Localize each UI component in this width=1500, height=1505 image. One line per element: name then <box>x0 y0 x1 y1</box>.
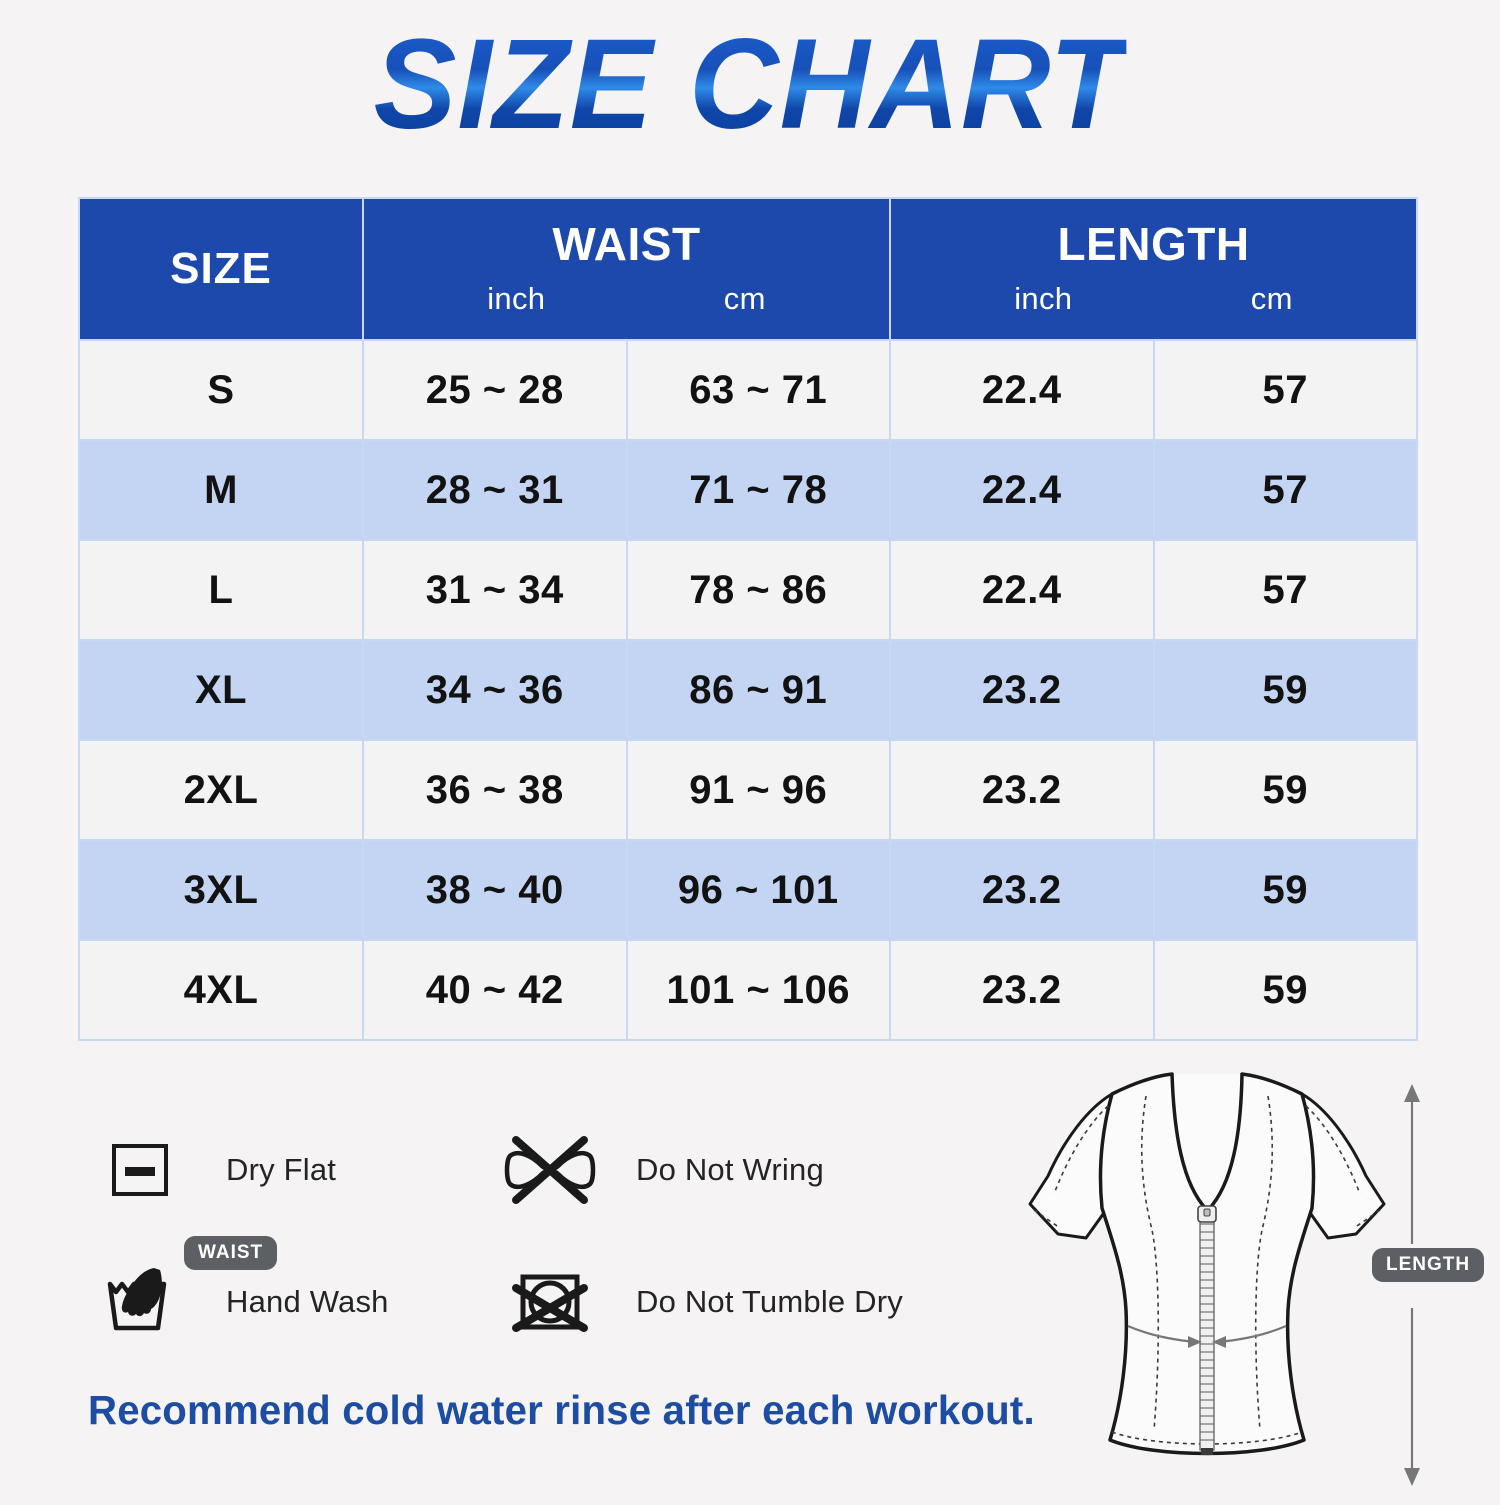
cell-length-cm: 59 <box>1152 739 1418 841</box>
header-unit-length-cm: cm <box>1250 281 1293 316</box>
care-row-2: Hand Wash Do Not Tumble Dry <box>92 1236 972 1368</box>
cell-waist-inch: 38 ~ 40 <box>362 839 628 941</box>
hand-wash-icon <box>92 1266 188 1338</box>
care-item-dry-flat: Dry Flat <box>92 1134 502 1206</box>
table-row: XL 34 ~ 36 86 ~ 91 23.2 59 <box>78 639 1418 741</box>
cell-waist-cm: 63 ~ 71 <box>625 339 891 441</box>
cell-waist-cm: 96 ~ 101 <box>625 839 891 941</box>
cell-length-cm: 57 <box>1152 539 1418 641</box>
table-header: SIZE WAIST inch cm LENGTH inch cm <box>78 197 1418 341</box>
table-row: 3XL 38 ~ 40 96 ~ 101 23.2 59 <box>78 839 1418 941</box>
cell-size: 4XL <box>78 939 364 1041</box>
cell-waist-inch: 25 ~ 28 <box>362 339 628 441</box>
care-label-dry-flat: Dry Flat <box>226 1152 337 1187</box>
cell-length-cm: 59 <box>1152 939 1418 1041</box>
cell-waist-cm: 86 ~ 91 <box>625 639 891 741</box>
size-chart-table: SIZE WAIST inch cm LENGTH inch cm S 25 ~… <box>78 197 1418 1041</box>
table-body: S 25 ~ 28 63 ~ 71 22.4 57 M 28 ~ 31 71 ~… <box>78 339 1418 1041</box>
cell-waist-inch: 28 ~ 31 <box>362 439 628 541</box>
garment-illustration <box>1028 1072 1420 1486</box>
cell-waist-inch: 40 ~ 42 <box>362 939 628 1041</box>
do-not-wring-icon <box>502 1134 598 1206</box>
cell-waist-cm: 101 ~ 106 <box>625 939 891 1041</box>
header-label-waist: WAIST <box>552 218 701 270</box>
recommendation-note: Recommend cold water rinse after each wo… <box>88 1387 1035 1433</box>
care-row-1: Dry Flat Do Not Wring <box>92 1104 972 1236</box>
waist-measure-badge: WAIST <box>184 1236 278 1270</box>
header-group-size: SIZE <box>78 197 364 341</box>
cell-length-inch: 23.2 <box>889 739 1155 841</box>
care-item-do-not-tumble-dry: Do Not Tumble Dry <box>502 1266 903 1338</box>
header-label-size: SIZE <box>170 244 272 293</box>
table-row: 2XL 36 ~ 38 91 ~ 96 23.2 59 <box>78 739 1418 841</box>
cell-size: L <box>78 539 364 641</box>
care-item-hand-wash: Hand Wash <box>92 1266 502 1338</box>
cell-length-cm: 59 <box>1152 839 1418 941</box>
cell-waist-inch: 36 ~ 38 <box>362 739 628 841</box>
cell-length-cm: 57 <box>1152 439 1418 541</box>
do-not-tumble-dry-icon <box>502 1266 598 1338</box>
care-label-do-not-wring: Do Not Wring <box>636 1152 824 1187</box>
care-instructions: Dry Flat Do Not Wring Hand Wash <box>92 1104 972 1368</box>
cell-length-inch: 22.4 <box>889 539 1155 641</box>
cell-waist-cm: 71 ~ 78 <box>625 439 891 541</box>
cell-length-inch: 22.4 <box>889 439 1155 541</box>
cell-length-inch: 23.2 <box>889 939 1155 1041</box>
cell-size: M <box>78 439 364 541</box>
care-label-do-not-tumble-dry: Do Not Tumble Dry <box>636 1284 903 1319</box>
header-unit-length-inch: inch <box>1014 281 1073 316</box>
page-title-container: SIZE CHART <box>0 13 1500 156</box>
cell-size: S <box>78 339 364 441</box>
care-item-do-not-wring: Do Not Wring <box>502 1134 824 1206</box>
table-row: 4XL 40 ~ 42 101 ~ 106 23.2 59 <box>78 939 1418 1041</box>
cell-waist-cm: 78 ~ 86 <box>625 539 891 641</box>
cell-length-inch: 23.2 <box>889 639 1155 741</box>
page-title: SIZE CHART <box>373 13 1127 156</box>
header-label-length: LENGTH <box>1057 218 1250 270</box>
length-measure-badge: LENGTH <box>1372 1248 1485 1282</box>
garment-diagram <box>960 1058 1480 1500</box>
cell-size: 3XL <box>78 839 364 941</box>
table-row: M 28 ~ 31 71 ~ 78 22.4 57 <box>78 439 1418 541</box>
table-header-row: SIZE WAIST inch cm LENGTH inch cm <box>78 197 1418 341</box>
header-units-waist: inch cm <box>364 281 889 317</box>
header-group-waist: WAIST inch cm <box>362 197 891 341</box>
cell-length-inch: 23.2 <box>889 839 1155 941</box>
cell-length-cm: 57 <box>1152 339 1418 441</box>
header-group-length: LENGTH inch cm <box>889 197 1418 341</box>
table-row: S 25 ~ 28 63 ~ 71 22.4 57 <box>78 339 1418 441</box>
cell-waist-inch: 34 ~ 36 <box>362 639 628 741</box>
table-row: L 31 ~ 34 78 ~ 86 22.4 57 <box>78 539 1418 641</box>
care-label-hand-wash: Hand Wash <box>226 1284 389 1319</box>
cell-length-inch: 22.4 <box>889 339 1155 441</box>
cell-size: XL <box>78 639 364 741</box>
cell-waist-inch: 31 ~ 34 <box>362 539 628 641</box>
cell-length-cm: 59 <box>1152 639 1418 741</box>
header-unit-waist-cm: cm <box>723 281 766 316</box>
header-units-length: inch cm <box>891 281 1416 317</box>
dry-flat-icon <box>92 1134 188 1206</box>
cell-waist-cm: 91 ~ 96 <box>625 739 891 841</box>
header-unit-waist-inch: inch <box>487 281 546 316</box>
cell-size: 2XL <box>78 739 364 841</box>
